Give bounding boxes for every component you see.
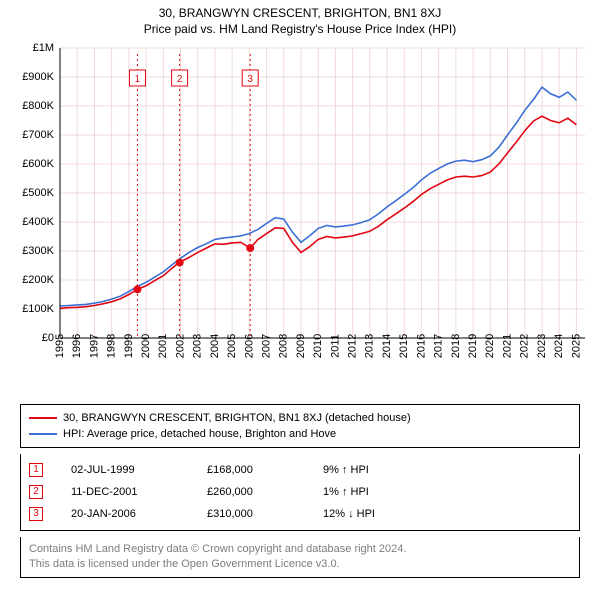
svg-text:£0: £0 [42, 332, 54, 344]
svg-text:1999: 1999 [123, 334, 135, 358]
marker-dot-3 [246, 244, 254, 252]
svg-text:2002: 2002 [174, 334, 186, 358]
page-root: 30, BRANGWYN CRESCENT, BRIGHTON, BN1 8XJ… [0, 0, 600, 578]
transaction-marker: 1 [29, 463, 43, 477]
svg-text:£300K: £300K [22, 245, 54, 257]
footer: Contains HM Land Registry data © Crown c… [20, 537, 580, 578]
transactions-table: 1 02-JUL-1999 £168,000 9% ↑ HPI 2 11-DEC-2001… [20, 454, 580, 531]
svg-text:2017: 2017 [433, 334, 445, 358]
svg-text:2008: 2008 [278, 334, 290, 358]
chart-subtitle: Price paid vs. HM Land Registry's House … [0, 22, 600, 36]
transaction-row-3: 3 20-JAN-2006 £310,000 12% ↓ HPI [29, 503, 571, 525]
marker-dot-2 [176, 259, 184, 267]
svg-text:2005: 2005 [226, 334, 238, 358]
svg-text:2013: 2013 [364, 334, 376, 358]
transaction-date: 20-JAN-2006 [71, 508, 201, 520]
svg-text:1997: 1997 [88, 334, 100, 358]
svg-text:£1M: £1M [33, 42, 54, 54]
svg-text:2018: 2018 [450, 334, 462, 358]
svg-text:£200K: £200K [22, 274, 54, 286]
chart-svg: £0 £100K £200K £300K £400K £500K £600K £700K £80… [10, 38, 590, 398]
transaction-delta: 9% ↑ HPI [323, 464, 571, 476]
transaction-row-1: 1 02-JUL-1999 £168,000 9% ↑ HPI [29, 459, 571, 481]
footer-line-2: This data is licensed under the Open Gov… [29, 557, 571, 572]
svg-text:2021: 2021 [501, 334, 513, 358]
transaction-price: £260,000 [207, 486, 317, 498]
chart-title: 30, BRANGWYN CRESCENT, BRIGHTON, BN1 8XJ [0, 6, 600, 20]
svg-text:2020: 2020 [484, 334, 496, 358]
svg-text:2012: 2012 [347, 334, 359, 358]
svg-text:2024: 2024 [553, 334, 565, 358]
transaction-delta: 1% ↑ HPI [323, 486, 571, 498]
legend-label: HPI: Average price, detached house, Brig… [63, 428, 336, 440]
svg-text:1: 1 [135, 74, 141, 85]
footer-line-1: Contains HM Land Registry data © Crown c… [29, 542, 571, 557]
svg-text:2019: 2019 [467, 334, 479, 358]
transaction-price: £310,000 [207, 508, 317, 520]
svg-text:2006: 2006 [243, 334, 255, 358]
svg-text:2014: 2014 [381, 334, 393, 358]
svg-text:2003: 2003 [192, 334, 204, 358]
svg-text:1998: 1998 [106, 334, 118, 358]
svg-text:£500K: £500K [22, 187, 54, 199]
legend-row-property: 30, BRANGWYN CRESCENT, BRIGHTON, BN1 8XJ… [29, 410, 571, 426]
legend-row-hpi: HPI: Average price, detached house, Brig… [29, 426, 571, 442]
transaction-delta: 12% ↓ HPI [323, 508, 571, 520]
transaction-date: 02-JUL-1999 [71, 464, 201, 476]
svg-text:£100K: £100K [22, 303, 54, 315]
transaction-marker: 3 [29, 507, 43, 521]
legend-label: 30, BRANGWYN CRESCENT, BRIGHTON, BN1 8XJ… [63, 412, 411, 424]
marker-dot-1 [133, 285, 141, 293]
svg-text:£600K: £600K [22, 158, 54, 170]
svg-text:2016: 2016 [415, 334, 427, 358]
svg-text:2007: 2007 [260, 334, 272, 358]
chart-area: £0 £100K £200K £300K £400K £500K £600K £700K £80… [10, 38, 590, 398]
svg-text:2: 2 [177, 74, 183, 85]
svg-text:2010: 2010 [312, 334, 324, 358]
svg-text:2004: 2004 [209, 334, 221, 358]
transaction-row-2: 2 11-DEC-2001 £260,000 1% ↑ HPI [29, 481, 571, 503]
legend-swatch [29, 433, 57, 435]
transaction-marker: 2 [29, 485, 43, 499]
transaction-price: £168,000 [207, 464, 317, 476]
svg-text:2025: 2025 [570, 334, 582, 358]
svg-text:3: 3 [247, 74, 253, 85]
svg-text:2000: 2000 [140, 334, 152, 358]
svg-text:£900K: £900K [22, 71, 54, 83]
title-block: 30, BRANGWYN CRESCENT, BRIGHTON, BN1 8XJ… [0, 0, 600, 38]
legend: 30, BRANGWYN CRESCENT, BRIGHTON, BN1 8XJ… [20, 404, 580, 448]
svg-text:£700K: £700K [22, 129, 54, 141]
transaction-date: 11-DEC-2001 [71, 486, 201, 498]
legend-swatch [29, 417, 57, 419]
svg-text:2015: 2015 [398, 334, 410, 358]
svg-text:2022: 2022 [519, 334, 531, 358]
svg-text:2009: 2009 [295, 334, 307, 358]
svg-text:£400K: £400K [22, 216, 54, 228]
svg-text:£800K: £800K [22, 100, 54, 112]
svg-text:2001: 2001 [157, 334, 169, 358]
svg-text:1996: 1996 [71, 334, 83, 358]
svg-text:2023: 2023 [536, 334, 548, 358]
